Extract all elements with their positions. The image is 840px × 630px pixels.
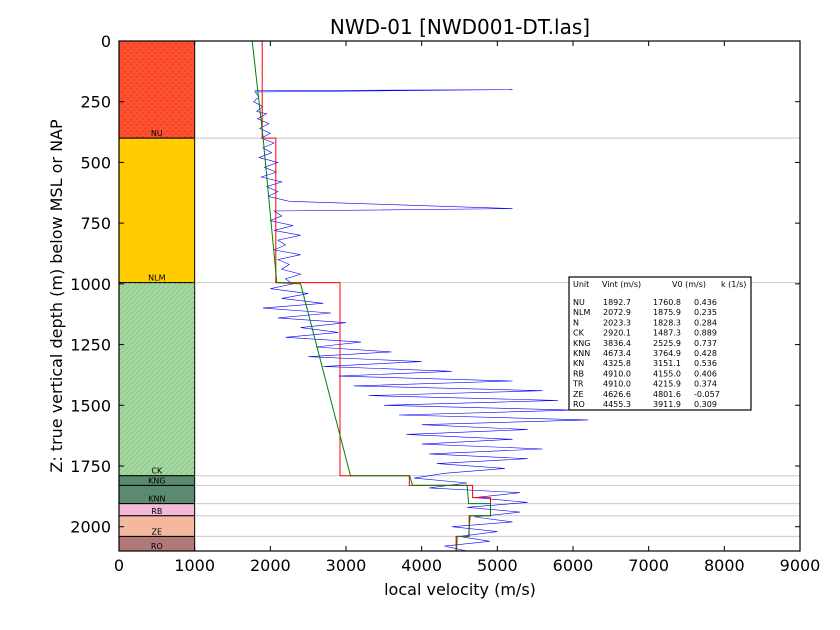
table-cell: 2525.9 bbox=[653, 339, 681, 348]
table-cell: 3836.4 bbox=[603, 339, 631, 348]
y-tick-label-1750: 1750 bbox=[70, 457, 111, 476]
table-cell: 0.737 bbox=[694, 339, 717, 348]
table-cell: 4910.0 bbox=[603, 369, 631, 378]
velocity-table: Unit Vint (m/s) V0 (m/s) k (1/s) NU 1892.7 176… bbox=[568, 276, 752, 411]
table-box bbox=[568, 276, 752, 411]
table-cell: 4910.0 bbox=[603, 380, 631, 389]
table-cell: 0.235 bbox=[694, 308, 717, 317]
table-cell: N bbox=[573, 318, 579, 327]
y-tick-label-0: 0 bbox=[101, 32, 111, 51]
table-cell: ZE bbox=[573, 390, 584, 399]
x-tick-label-3000: 3000 bbox=[326, 556, 367, 575]
x-axis-label: local velocity (m/s) bbox=[384, 580, 536, 599]
x-axis-ticks: 0 1000 2000 3000 4000 5000 6000 7000 8000 9000 bbox=[114, 41, 820, 575]
x-tick-label-5000: 5000 bbox=[477, 556, 518, 575]
table-cell: 2023.3 bbox=[603, 318, 631, 327]
unit-pattern-nu bbox=[119, 41, 195, 139]
table-cell: 0.428 bbox=[694, 349, 717, 358]
table-cell: 2920.1 bbox=[603, 329, 631, 338]
table-cell: 4325.8 bbox=[603, 359, 631, 368]
table-cell: KNN bbox=[573, 349, 590, 358]
unit-label-knn: KNN bbox=[148, 495, 165, 504]
y-axis-label: Z: true vertical depth (m) below MSL or … bbox=[47, 119, 66, 473]
table-cell: 1487.3 bbox=[653, 329, 681, 338]
unit-label-ro: RO bbox=[151, 542, 163, 551]
data-series bbox=[251, 41, 589, 551]
table-cell: NLM bbox=[573, 308, 590, 317]
table-cell: 1828.3 bbox=[653, 318, 681, 327]
unit-pattern-ck bbox=[119, 282, 195, 476]
table-cell: CK bbox=[573, 329, 585, 338]
table-cell: 1760.8 bbox=[653, 298, 681, 307]
series-line-2 bbox=[253, 89, 589, 551]
table-cell: KNG bbox=[573, 339, 590, 348]
x-tick-label-7000: 7000 bbox=[628, 556, 669, 575]
y-tick-label-500: 500 bbox=[80, 153, 111, 172]
table-cell: 4215.9 bbox=[653, 380, 681, 389]
table-cell: RB bbox=[573, 369, 584, 378]
y-tick-label-2000: 2000 bbox=[70, 518, 111, 537]
table-cell: 4455.3 bbox=[603, 400, 631, 409]
x-tick-label-6000: 6000 bbox=[553, 556, 594, 575]
table-cell: 3151.1 bbox=[653, 359, 681, 368]
table-header-3: k (1/s) bbox=[721, 280, 746, 289]
chart-title: NWD-01 [NWD001-DT.las] bbox=[330, 15, 590, 39]
table-cell: 0.309 bbox=[694, 400, 717, 409]
table-cell: 1892.7 bbox=[603, 298, 631, 307]
x-tick-label-8000: 8000 bbox=[704, 556, 745, 575]
table-cell: 0.374 bbox=[694, 380, 717, 389]
table-cell: 0.889 bbox=[694, 329, 717, 338]
table-cell: 3764.9 bbox=[653, 349, 681, 358]
table-cell: 2072.9 bbox=[603, 308, 631, 317]
x-tick-label-4000: 4000 bbox=[401, 556, 442, 575]
y-tick-label-1250: 1250 bbox=[70, 336, 111, 355]
table-cell: RO bbox=[573, 400, 585, 409]
table-cell: 4626.6 bbox=[603, 390, 631, 399]
table-cell: 0.436 bbox=[694, 298, 717, 307]
y-tick-label-750: 750 bbox=[80, 214, 111, 233]
x-tick-label-1000: 1000 bbox=[174, 556, 215, 575]
unit-label-ck: CK bbox=[151, 467, 163, 476]
table-cell: -0.057 bbox=[694, 390, 720, 399]
table-cell: 3911.9 bbox=[653, 400, 681, 409]
unit-label-ze: ZE bbox=[152, 527, 163, 536]
unit-label-nlm: NLM bbox=[148, 274, 165, 283]
table-cell: KN bbox=[573, 359, 584, 368]
series-line-1 bbox=[251, 41, 491, 551]
table-cell: 1875.9 bbox=[653, 308, 681, 317]
y-tick-label-250: 250 bbox=[80, 93, 111, 112]
table-header-1: Vint (m/s) bbox=[602, 280, 641, 289]
table-header-2: V0 (m/s) bbox=[672, 280, 706, 289]
unit-label-nu: NU bbox=[151, 129, 163, 138]
y-tick-label-1500: 1500 bbox=[70, 396, 111, 415]
unit-block-nlm bbox=[118, 137, 196, 284]
table-cell: 4155.0 bbox=[653, 369, 681, 378]
unit-label-kng: KNG bbox=[148, 476, 165, 485]
table-cell: 4673.4 bbox=[603, 349, 631, 358]
unit-label-rb: RB bbox=[151, 507, 162, 516]
x-tick-label-2000: 2000 bbox=[250, 556, 291, 575]
table-cell: 4801.6 bbox=[653, 390, 681, 399]
y-tick-label-1000: 1000 bbox=[70, 275, 111, 294]
table-cell: 0.536 bbox=[694, 359, 717, 368]
table-cell: NU bbox=[573, 298, 585, 307]
table-cell: 0.406 bbox=[694, 369, 717, 378]
table-cell: TR bbox=[572, 380, 584, 389]
x-tick-label-9000: 9000 bbox=[780, 556, 821, 575]
plot-frame bbox=[118, 40, 801, 552]
x-tick-label-0: 0 bbox=[114, 556, 124, 575]
y-axis-ticks: 0 250 500 750 1000 1250 1500 1750 2000 bbox=[70, 32, 800, 537]
table-header-0: Unit bbox=[573, 280, 589, 289]
table-cell: 0.284 bbox=[694, 318, 717, 327]
